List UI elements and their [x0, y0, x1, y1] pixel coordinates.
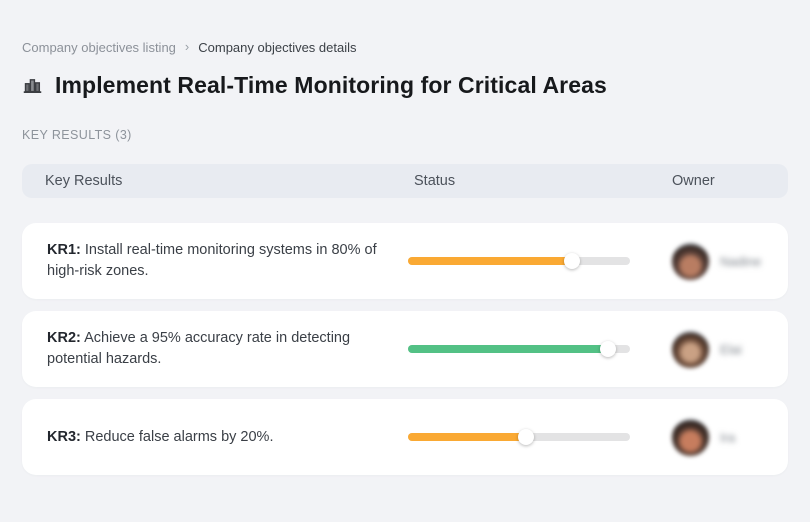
breadcrumb: Company objectives listing › Company obj… — [22, 39, 788, 55]
column-header-key-results: Key Results — [45, 173, 123, 189]
slider-fill — [408, 345, 608, 353]
owner-name: Ira — [720, 429, 736, 445]
key-result-label: KR2: — [47, 330, 81, 346]
slider-thumb[interactable] — [564, 253, 581, 269]
key-result-description: Reduce false alarms by 20%. — [84, 428, 274, 445]
status-progress-slider[interactable] — [408, 253, 630, 269]
key-result-row-kr2[interactable]: KR2: Achieve a 95% accuracy rate in dete… — [22, 311, 788, 387]
status-progress-slider[interactable] — [408, 429, 630, 445]
slider-fill — [408, 257, 573, 265]
owner-avatar — [672, 418, 709, 456]
slider-thumb[interactable] — [599, 341, 616, 357]
breadcrumb-listing-link[interactable]: Company objectives listing — [22, 40, 176, 55]
column-header-owner: Owner — [672, 173, 715, 189]
owner-name: Nadine — [720, 253, 762, 269]
status-progress-slider[interactable] — [408, 341, 630, 357]
page-title: Implement Real-Time Monitoring for Criti… — [55, 72, 607, 98]
objective-details-page: Company objectives listing › Company obj… — [22, 39, 788, 475]
key-result-row-kr1[interactable]: KR1: Install real-time monitoring system… — [22, 223, 788, 299]
owner-avatar — [672, 330, 709, 368]
table-header: Key Results Status Owner — [22, 164, 788, 198]
breadcrumb-details-current: Company objectives details — [198, 40, 357, 55]
key-result-text: KR3: Reduce false alarms by 20%. — [47, 427, 408, 448]
owner-cell: Elai — [672, 330, 788, 368]
slider-fill — [408, 433, 526, 441]
key-result-text: KR2: Achieve a 95% accuracy rate in dete… — [47, 328, 408, 370]
owner-cell: Ira — [672, 418, 788, 456]
key-results-count-label: KEY RESULTS (3) — [22, 128, 132, 142]
key-result-row-kr3[interactable]: KR3: Reduce false alarms by 20%. Ira — [22, 399, 788, 475]
key-result-description: Achieve a 95% accuracy rate in detecting… — [47, 330, 351, 367]
owner-name: Elai — [720, 341, 742, 357]
slider-thumb[interactable] — [517, 429, 534, 445]
column-header-status: Status — [414, 173, 456, 189]
owner-cell: Nadine — [672, 242, 788, 280]
chevron-right-icon: › — [184, 39, 190, 54]
title-row: Implement Real-Time Monitoring for Criti… — [22, 72, 788, 99]
buildings-icon — [23, 79, 42, 94]
owner-avatar — [672, 242, 709, 280]
key-result-label: KR3: — [47, 428, 81, 445]
key-result-label: KR1: — [47, 242, 81, 258]
key-result-description: Install real-time monitoring systems in … — [47, 242, 377, 279]
key-results-list: KR1: Install real-time monitoring system… — [22, 223, 788, 475]
key-result-text: KR1: Install real-time monitoring system… — [47, 240, 408, 282]
